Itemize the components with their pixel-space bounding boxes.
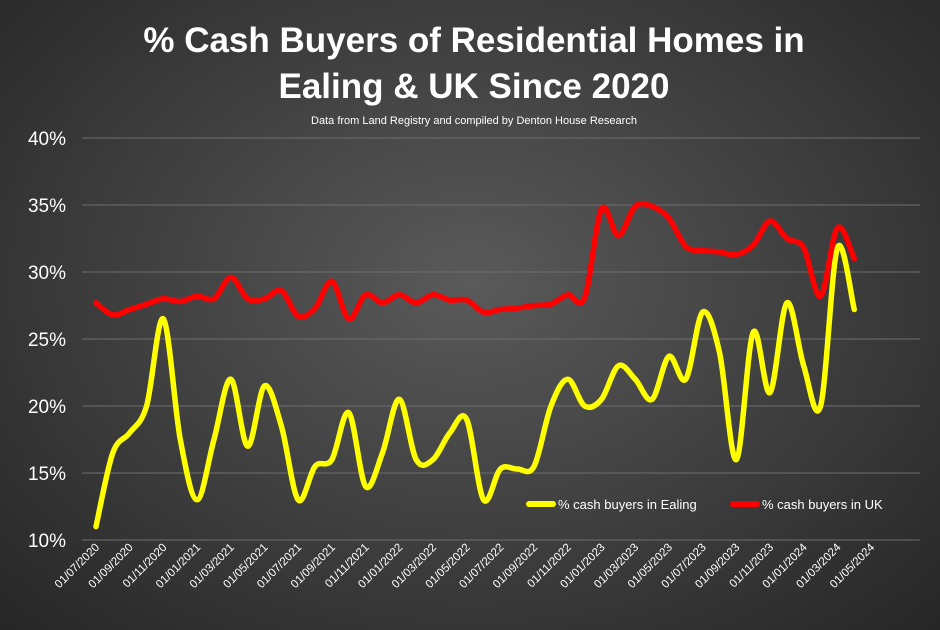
y-axis-labels: 10% 15% 20% 25% 30% 35% 40% — [28, 129, 66, 552]
y-tick-label: 15% — [28, 464, 66, 485]
legend-label: % cash buyers in UK — [762, 497, 883, 512]
y-tick-label: 25% — [28, 330, 66, 351]
chart-subtitle: Data from Land Registry and compiled by … — [311, 115, 637, 127]
chart-title: % Cash Buyers of Residential Homes in Ea… — [0, 18, 940, 110]
chart-title-line-2: Ealing & UK Since 2020 — [278, 67, 670, 106]
series-lines — [93, 200, 858, 530]
chart-title-line-1: % Cash Buyers of Residential Homes in — [143, 21, 805, 60]
legend-label: % cash buyers in Ealing — [558, 497, 697, 512]
y-tick-label: 30% — [28, 263, 66, 284]
legend: % cash buyers in Ealing % cash buyers in … — [526, 497, 883, 512]
y-tick-label: 40% — [28, 129, 66, 150]
ealing-series-line — [93, 242, 858, 530]
y-tick-label: 35% — [28, 196, 66, 217]
y-tick-label: 10% — [28, 531, 66, 552]
y-tick-label: 20% — [28, 397, 66, 418]
uk-series-line — [93, 200, 858, 322]
x-axis-labels: 01/07/202001/09/202001/11/202001/01/2021… — [53, 541, 878, 591]
